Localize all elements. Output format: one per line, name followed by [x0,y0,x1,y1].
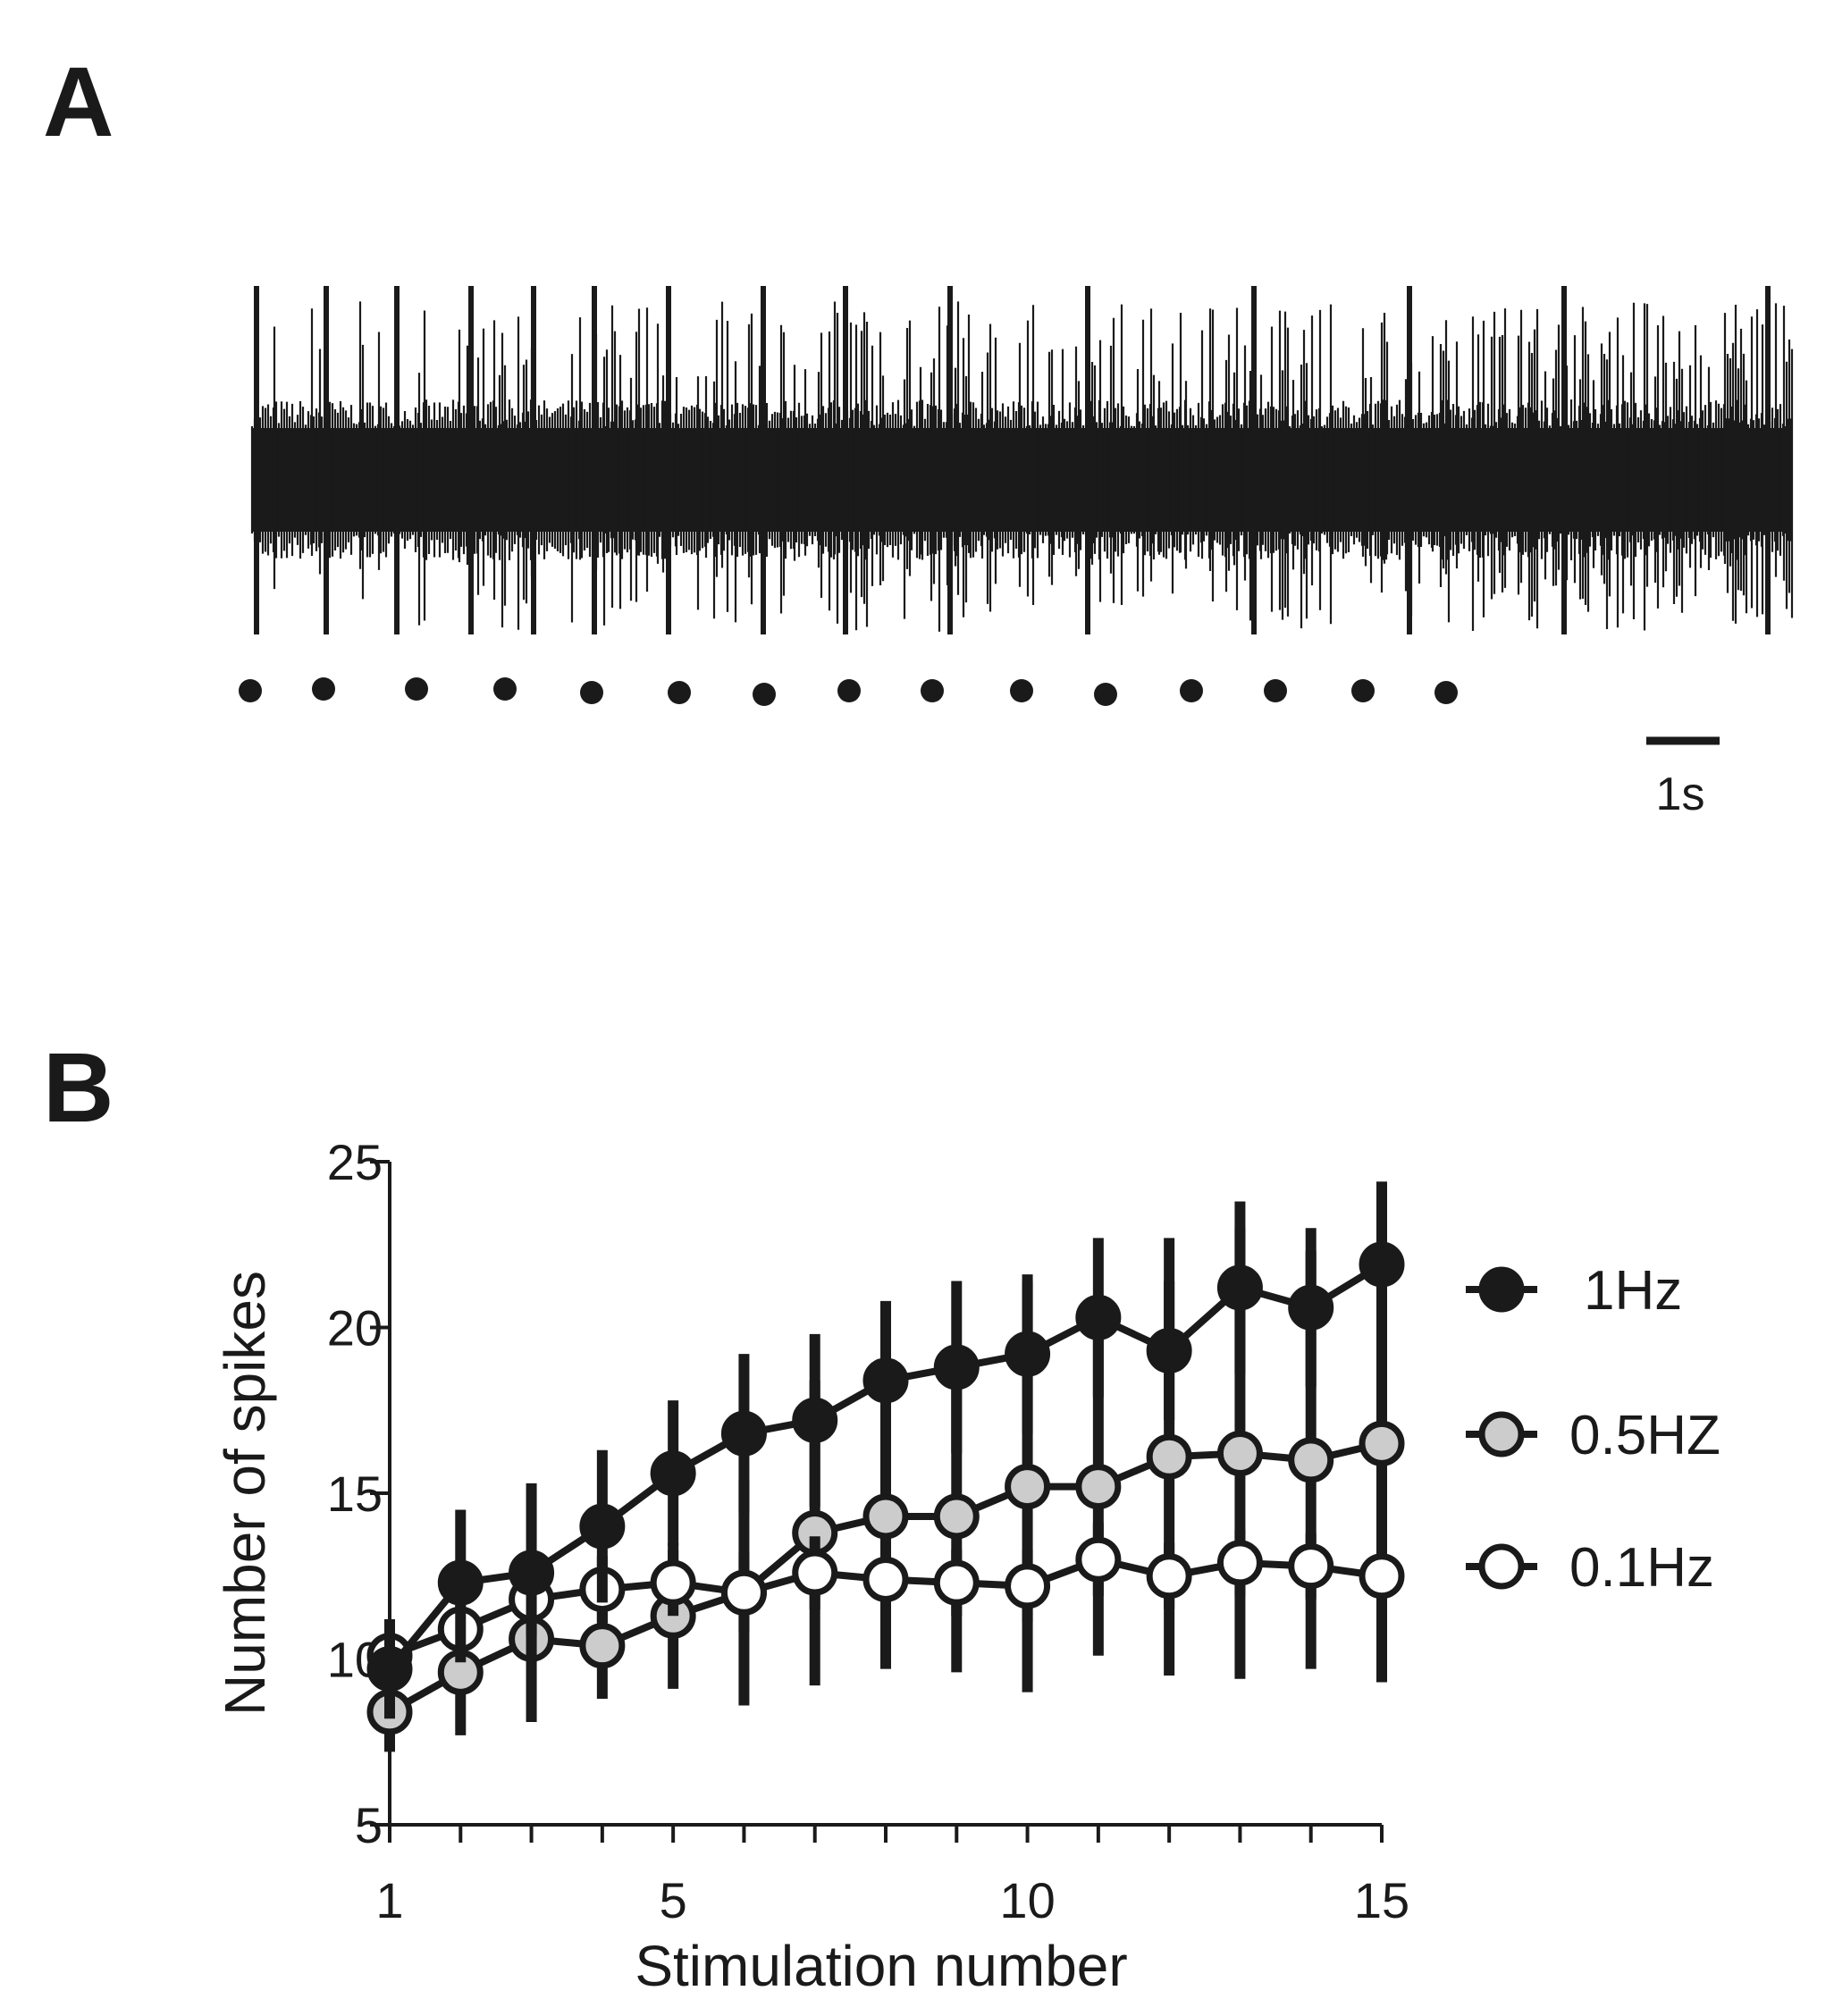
data-point [862,1493,909,1540]
data-point [1359,1553,1405,1600]
stimulus-dot [1264,679,1287,702]
stimulus-dot [1180,679,1203,702]
data-point [579,1623,626,1669]
data-point [1075,1464,1122,1510]
data-point [1075,1294,1122,1340]
data-point [1216,1540,1263,1586]
data-point [1288,1543,1334,1590]
data-point [1216,1264,1263,1311]
data-point [650,1559,696,1606]
data-point [650,1450,696,1497]
data-point [933,1493,980,1540]
data-point [862,1556,909,1602]
legend-marker [1478,1411,1525,1457]
stimulus-dot [1094,683,1117,706]
stimulus-dot [405,677,428,701]
data-point [1146,1433,1192,1480]
data-point [1005,1331,1051,1377]
scale-bar-label: 1s [1656,769,1705,820]
legend-label: 0.1Hz [1569,1537,1714,1599]
data-point [366,1646,413,1693]
stimulus-dot [312,677,335,701]
data-point [437,1559,484,1606]
stimulus-dot [580,681,603,704]
data-point [933,1559,980,1606]
series-layer [366,1181,1405,1752]
stimulus-dot [921,679,944,702]
legend-item: 0.1Hz [1466,1537,1714,1599]
data-point [1075,1536,1122,1583]
legend-item: 0.5HZ [1466,1405,1720,1466]
series-1Hz [366,1181,1405,1719]
y-tick-label: 15 [327,1466,383,1522]
y-tick-label: 25 [327,1134,383,1190]
x-ticks: 1 5 10 15 [375,1825,1409,1928]
data-point [1146,1327,1192,1373]
data-point [509,1550,555,1596]
y-tick-label: 20 [327,1300,383,1357]
legend-label: 1Hz [1584,1260,1682,1322]
data-point [1146,1553,1192,1600]
stimulus-dot [1434,681,1458,704]
stimulus-dot [837,679,861,702]
legend-item: 1Hz [1466,1260,1682,1322]
legend: 1Hz 0.5HZ 0.1Hz [1466,1260,1720,1599]
data-point [1005,1464,1051,1510]
stimulus-dot [668,681,691,704]
panel-b-label: B [43,1033,114,1143]
legend-marker [1478,1266,1525,1313]
data-point [1005,1563,1051,1609]
stimulus-dot [1010,679,1033,702]
spike-trace [250,286,1794,634]
data-point [1216,1430,1263,1476]
data-point [933,1344,980,1390]
x-tick-label: 5 [660,1872,687,1928]
series-0.1Hz [366,1523,1405,1683]
stimulus-dot [493,677,517,701]
x-tick-label: 1 [375,1872,403,1928]
y-axis-title: Number of spikes [213,1271,277,1716]
y-tick-label: 5 [355,1797,383,1853]
stimulus-dot [1351,679,1375,702]
x-axis-title: Stimulation number [635,1934,1127,1998]
stimulus-dot [239,679,262,702]
stimulus-markers [239,677,1458,706]
x-tick-label: 15 [1354,1872,1409,1928]
x-tick-label: 10 [999,1872,1055,1928]
data-point [1359,1241,1405,1288]
data-point [792,1550,838,1596]
stimulus-dot [753,683,776,706]
data-point [1288,1437,1334,1483]
data-point [1359,1420,1405,1466]
legend-marker [1478,1543,1525,1590]
trace-spikes [250,301,1794,632]
panel-a-label: A [43,47,114,157]
legend-label: 0.5HZ [1569,1405,1720,1466]
data-point [720,1410,767,1457]
data-point [862,1357,909,1404]
data-point [579,1503,626,1550]
data-point [792,1397,838,1443]
data-point [1288,1284,1334,1331]
data-point [720,1569,767,1616]
